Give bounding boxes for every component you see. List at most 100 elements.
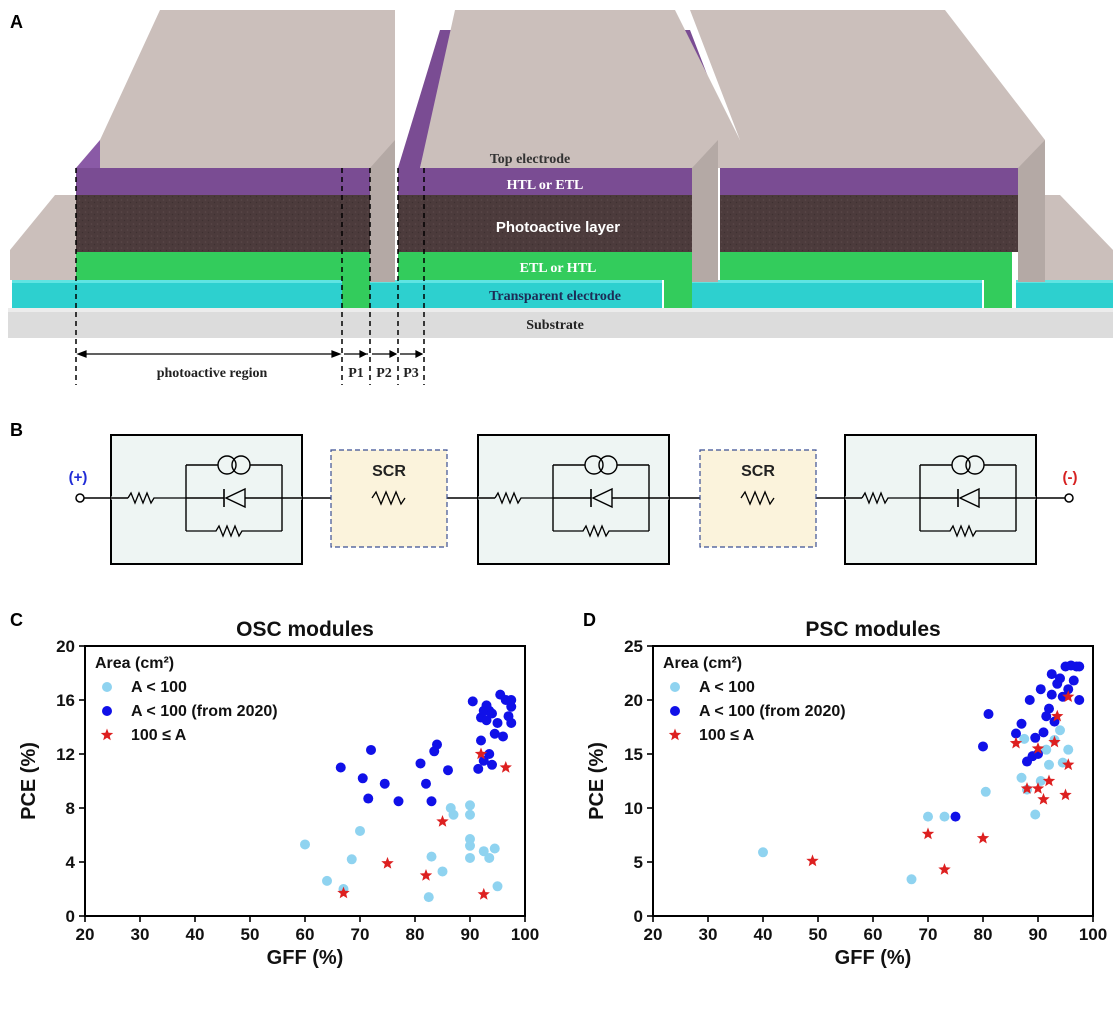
- legend-marker-star: [668, 728, 682, 741]
- y-tick-label: 5: [634, 853, 643, 872]
- data-point-circle: [1044, 759, 1054, 770]
- x-tick-label: 90: [461, 925, 480, 944]
- label-photoactive-layer: Photoactive layer: [496, 219, 620, 236]
- equivalent-circuit-diagram: (+) (-) SCR SCR: [69, 434, 1078, 565]
- y-tick-label: 10: [624, 799, 643, 818]
- data-point-star: [477, 887, 490, 900]
- x-tick-label: 40: [186, 925, 205, 944]
- data-point-circle: [363, 793, 374, 804]
- legend-marker-star: [100, 728, 114, 741]
- data-point-star: [337, 886, 350, 899]
- y-tick-label: 12: [56, 745, 75, 764]
- y-tick-label: 20: [56, 637, 75, 656]
- legend-title: Area (cm²): [95, 655, 174, 672]
- data-point-circle: [465, 800, 475, 811]
- data-point-circle: [1063, 744, 1074, 755]
- x-axis-label: GFF (%): [267, 947, 344, 969]
- data-point-star: [1062, 690, 1075, 702]
- data-point-circle: [939, 811, 950, 822]
- label-substrate: Substrate: [526, 318, 584, 333]
- data-point-circle: [465, 840, 475, 851]
- data-point-circle: [473, 763, 484, 774]
- data-point-circle: [1046, 689, 1057, 700]
- data-point-circle: [481, 715, 492, 726]
- device-structure-diagram: Top electrode HTL or ETL Photoactive lay…: [8, 10, 1113, 385]
- label-htl-etl: HTL or ETL: [507, 178, 584, 193]
- data-point-circle: [489, 728, 500, 739]
- cell-1: [110, 434, 303, 565]
- data-point-star: [921, 827, 935, 840]
- x-axis-label: GFF (%): [835, 947, 912, 969]
- data-point-circle: [484, 852, 495, 863]
- substrate-layer: [8, 310, 1113, 338]
- data-point-circle: [1024, 695, 1035, 705]
- y-tick-label: 20: [624, 691, 643, 710]
- legend-entry: 100 ≤ A: [699, 727, 755, 744]
- legend-marker-circle: [670, 682, 680, 692]
- x-tick-label: 60: [864, 925, 883, 944]
- data-point-circle: [346, 854, 357, 865]
- plus-label: (+): [69, 469, 88, 486]
- data-point-star: [976, 831, 990, 844]
- scr-box-1: SCR: [330, 449, 448, 548]
- x-tick-label: 40: [754, 925, 773, 944]
- data-point-circle: [484, 749, 495, 759]
- data-point-circle: [758, 847, 768, 858]
- legend-marker-circle: [670, 706, 680, 716]
- panel-letter-a: A: [10, 12, 23, 32]
- legend-entry: A < 100: [131, 679, 187, 696]
- osc-modules-chart: OSC modules 20 30 40 50 60 70 80 90 100 0 4 8 12 16 20 G…: [18, 618, 539, 969]
- data-point-circle: [1074, 695, 1085, 705]
- negative-terminal: [1064, 493, 1074, 503]
- data-point-star: [419, 869, 433, 881]
- data-point-circle: [467, 696, 478, 707]
- y-axis-label: PCE (%): [18, 742, 40, 820]
- data-point-circle: [415, 758, 426, 769]
- data-point-star: [806, 854, 819, 867]
- data-point-circle: [379, 778, 390, 789]
- label-p2: P2: [376, 366, 392, 381]
- panel-letter-d: D: [583, 610, 596, 630]
- data-point-circle: [1011, 728, 1021, 739]
- data-point-circle: [978, 741, 988, 752]
- data-point-star: [1062, 758, 1075, 771]
- data-point-circle: [1063, 684, 1074, 695]
- scr-label-1: SCR: [372, 463, 406, 480]
- data-point-circle: [355, 825, 365, 836]
- x-tick-label: 70: [351, 925, 370, 944]
- cell-2: [477, 434, 670, 565]
- y-tick-label: 15: [624, 745, 643, 764]
- scr-label-2: SCR: [741, 463, 775, 480]
- data-point-circle: [478, 755, 489, 766]
- data-point-circle: [443, 765, 453, 776]
- data-point-star: [1031, 742, 1045, 754]
- y-tick-label: 8: [66, 799, 75, 818]
- panel-letter-c: C: [10, 610, 23, 630]
- psc-modules-chart: PSC modules 20 30 40 50 60 70 80 90 100 0 5 10 15 20 25…: [586, 618, 1107, 969]
- chart-title: OSC modules: [236, 618, 374, 641]
- data-point-circle: [489, 843, 500, 854]
- data-point-circle: [923, 811, 933, 822]
- data-point-circle: [465, 809, 475, 820]
- legend-marker-circle: [102, 706, 112, 716]
- data-point-circle: [950, 811, 961, 822]
- label-top-electrode: Top electrode: [490, 152, 571, 167]
- legend-marker-circle: [102, 682, 112, 692]
- x-tick-label: 60: [296, 925, 315, 944]
- photoactive-layer: [76, 195, 1018, 252]
- transparent-electrode-layer: [12, 280, 1113, 308]
- data-point-star: [938, 863, 951, 875]
- data-point-circle: [448, 809, 459, 820]
- x-tick-label: 30: [131, 925, 150, 944]
- y-tick-label: 16: [56, 691, 75, 710]
- label-etl-htl: ETL or HTL: [520, 261, 597, 276]
- data-point-star: [1048, 735, 1061, 748]
- legend-entry: A < 100: [699, 679, 755, 696]
- etl-layer: [76, 252, 1012, 308]
- data-point-star: [1009, 736, 1023, 749]
- legend-entry: A < 100 (from 2020): [131, 703, 278, 720]
- chart-title: PSC modules: [805, 618, 940, 641]
- x-tick-label: 20: [76, 925, 95, 944]
- x-tick-label: 80: [974, 925, 993, 944]
- data-point-star: [381, 856, 394, 869]
